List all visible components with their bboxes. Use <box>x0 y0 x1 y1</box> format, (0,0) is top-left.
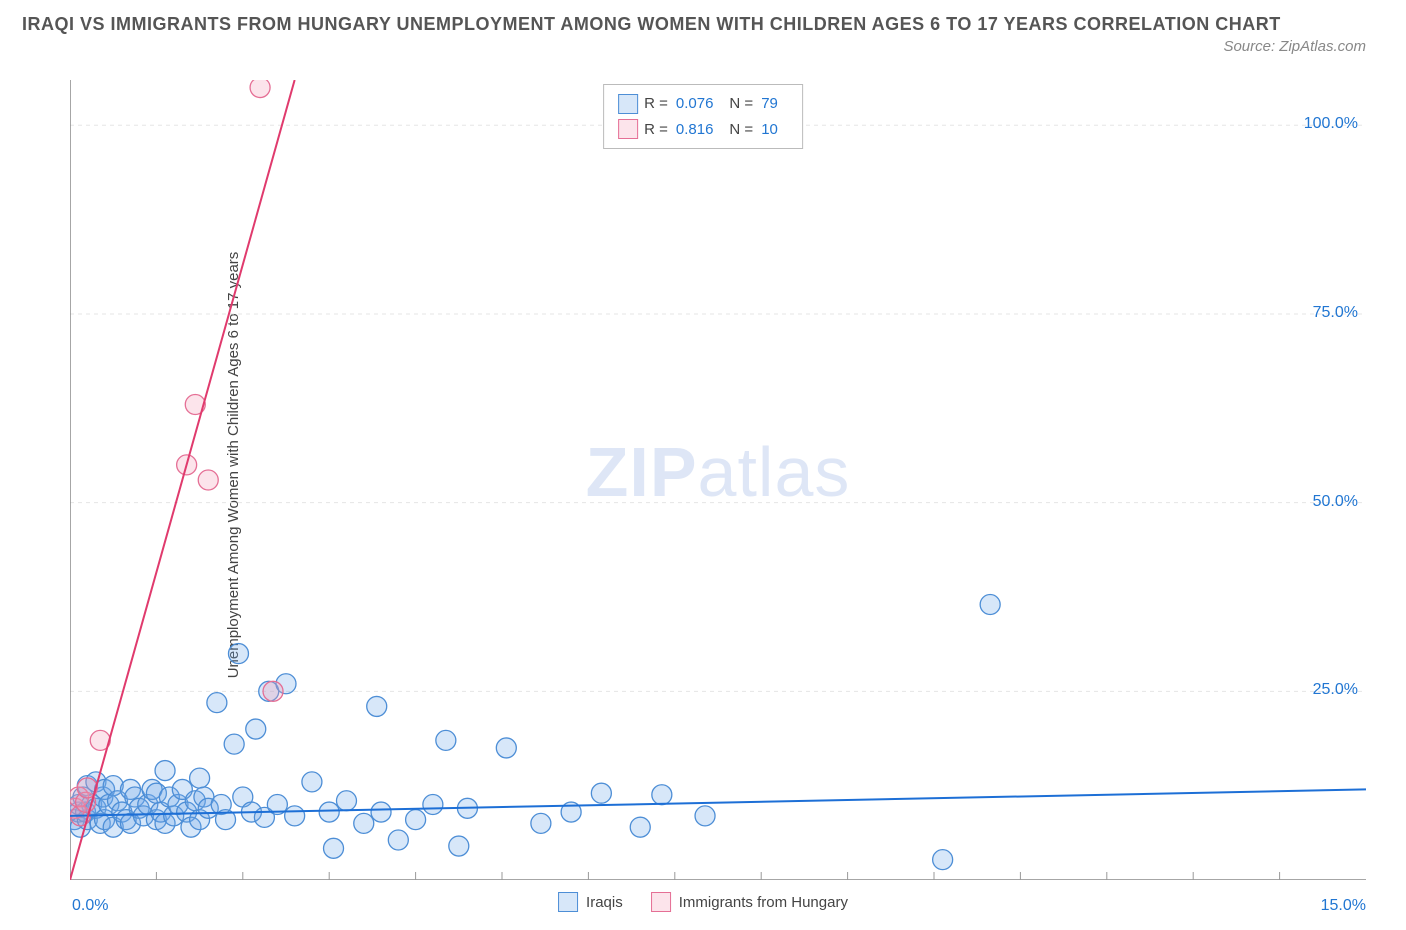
stats-legend: R = 0.076 N = 79 R = 0.816 N = 10 <box>603 84 803 149</box>
legend-label: Iraqis <box>586 894 623 911</box>
chart-title: IRAQI VS IMMIGRANTS FROM HUNGARY UNEMPLO… <box>22 10 1384 39</box>
y-tick-label: 100.0% <box>1304 115 1358 133</box>
x-axis-origin-label: 0.0% <box>72 897 108 915</box>
legend-swatch <box>618 119 638 139</box>
chart-area: ZIPatlas <box>70 80 1366 880</box>
y-tick-label: 25.0% <box>1313 681 1358 699</box>
legend-swatch <box>651 892 671 912</box>
legend-swatch <box>618 94 638 114</box>
scatter-plot <box>70 80 1366 880</box>
legend-item: Iraqis <box>558 892 623 912</box>
legend-label: Immigrants from Hungary <box>679 894 848 911</box>
legend-stat-row: R = 0.076 N = 79 <box>618 91 788 117</box>
x-axis-max-label: 15.0% <box>1321 897 1366 915</box>
legend-swatch <box>558 892 578 912</box>
legend-item: Immigrants from Hungary <box>651 892 848 912</box>
series-legend: Iraqis Immigrants from Hungary <box>558 892 848 912</box>
legend-stat-row: R = 0.816 N = 10 <box>618 117 788 143</box>
source-attribution: Source: ZipAtlas.com <box>1223 38 1366 55</box>
y-tick-label: 75.0% <box>1313 304 1358 322</box>
y-tick-label: 50.0% <box>1313 493 1358 511</box>
